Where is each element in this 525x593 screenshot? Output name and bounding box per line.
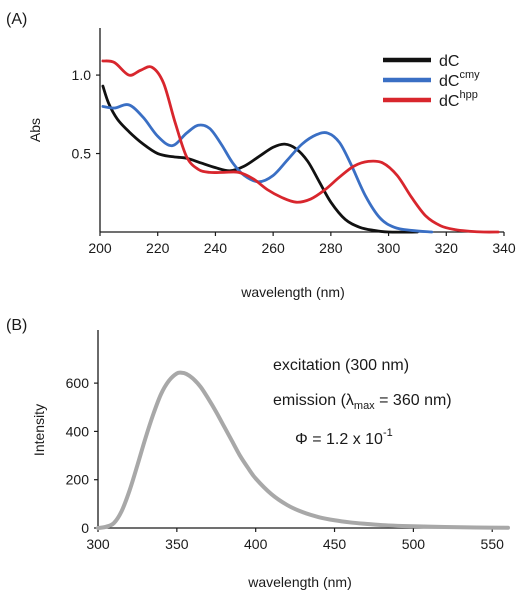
panel-a-label: (A) [6, 11, 27, 28]
annotation-excitation: excitation (300 nm) [273, 357, 409, 374]
panel-a-y-tick-label: 0.5 [72, 146, 92, 162]
panel-b-ticks: 300 350 400 450 500 550 0 200 400 600 [66, 375, 504, 552]
legend-label-dccmy: dCcmy [439, 69, 480, 90]
panel-b-x-tick-label: 450 [323, 536, 347, 552]
panel-b-x-tick-label: 300 [86, 536, 110, 552]
legend-entry-dc: dC [383, 53, 459, 70]
panel-a-ticks: 200 220 240 260 280 300 320 340 0.5 1.0 [72, 67, 516, 256]
panel-b-x-tick-label: 500 [402, 536, 426, 552]
panel-a-x-tick-label: 220 [146, 240, 170, 256]
panel-a-series-line-dc [101, 84, 419, 234]
panel-a-series-line-dccmy [101, 103, 434, 234]
panel-a-x-axis-label: wavelength (nm) [240, 284, 345, 300]
panel-b-x-axis-label: wavelength (nm) [247, 574, 352, 590]
panel-b-x-tick-label: 400 [244, 536, 268, 552]
panel-b-series [96, 370, 510, 530]
panel-a-series [101, 59, 500, 234]
panel-b-y-axis-label: Intensity [31, 404, 47, 456]
panel-b-label: (B) [6, 317, 27, 334]
panel-b-x-tick-label: 550 [481, 536, 505, 552]
panel-a-series-line-dchpp [101, 59, 500, 234]
panel-b-y-tick-label: 0 [81, 520, 89, 536]
annotation-emission: emission (λmax = 360 nm) [273, 392, 452, 412]
panel-b-annotations: excitation (300 nm) emission (λmax = 360… [273, 357, 452, 448]
panel-a: (A) Abs wavelength (nm) 200 220 240 260 280 3… [6, 11, 516, 300]
panel-b-y-tick-label: 200 [66, 472, 90, 488]
legend-entry-dccmy: dCcmy [383, 69, 480, 90]
legend-label-dc: dC [439, 53, 459, 70]
legend-entry-dchpp: dChpp [383, 89, 478, 110]
panel-b-y-tick-label: 600 [66, 375, 90, 391]
panel-a-legend: dC dCcmy dChpp [383, 53, 480, 110]
panel-b-series-line [96, 370, 510, 530]
panel-a-x-tick-label: 240 [204, 240, 228, 256]
panel-b-y-tick-label: 400 [66, 423, 90, 439]
annotation-quantum-yield: Φ = 1.2 x 10-1 [295, 427, 393, 448]
panel-a-y-axis-label: Abs [27, 118, 43, 142]
panel-b: (B) Intensity wavelength (nm) 300 350 400 4… [6, 317, 510, 590]
panel-a-x-tick-label: 320 [435, 240, 459, 256]
panel-a-y-tick-label: 1.0 [72, 67, 92, 83]
panel-a-x-tick-label: 340 [492, 240, 516, 256]
panel-a-x-tick-label: 280 [319, 240, 343, 256]
panel-a-x-tick-label: 200 [88, 240, 112, 256]
legend-label-dchpp: dChpp [439, 89, 478, 110]
panel-b-x-tick-label: 350 [165, 536, 189, 552]
panel-a-x-tick-label: 300 [377, 240, 401, 256]
panel-a-x-tick-label: 260 [261, 240, 285, 256]
